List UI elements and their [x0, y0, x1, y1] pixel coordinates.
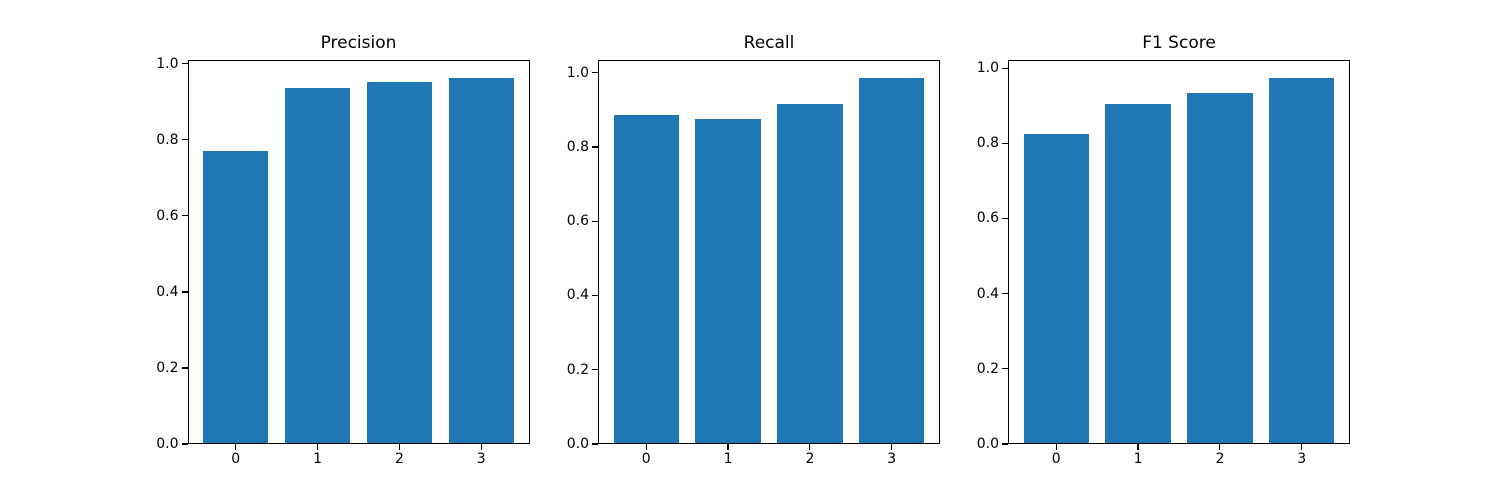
- x-tick-mark: [1137, 444, 1139, 450]
- y-tick-label: 0.0: [566, 436, 589, 452]
- x-tick-label: 1: [1133, 451, 1143, 467]
- y-tick-mark: [181, 139, 188, 141]
- chart-title-f1-score: F1 Score: [1142, 33, 1216, 53]
- y-tick-label: 0.0: [976, 436, 999, 452]
- x-tick-mark: [809, 444, 811, 450]
- chart-f1-score: F1 Score 0.0 0.2 0.4 0.6 0.8 1.0 0 1 2 3: [977, 33, 1350, 466]
- y-tick-mark: [592, 146, 598, 148]
- y-tick-label: 0.4: [976, 285, 999, 302]
- x-tick-mark: [727, 444, 729, 450]
- chart-title-recall: Recall: [743, 33, 795, 53]
- bar-category-2: [1187, 93, 1253, 444]
- x-tick-label: 2: [1215, 451, 1225, 467]
- x-tick-mark: [1055, 444, 1057, 450]
- y-tick-label: 0.2: [976, 360, 999, 377]
- x-tick-mark: [316, 444, 319, 450]
- y-tick-label: 0.4: [156, 283, 179, 300]
- x-tick-mark: [398, 444, 400, 450]
- y-tick-mark: [1002, 368, 1008, 370]
- bar-category-1: [695, 119, 761, 444]
- x-tick-label: 3: [476, 451, 486, 467]
- y-tick-label: 0.6: [976, 210, 999, 227]
- y-tick-label: 0.0: [156, 436, 179, 452]
- bar-category-1: [1105, 103, 1171, 444]
- bar-category-2: [366, 82, 433, 444]
- chart-recall: Recall 0.0 0.2 0.4 0.6 0.8 1.0 0 1 2 3: [567, 33, 940, 466]
- bar-category-3: [859, 78, 925, 444]
- y-tick-label: 1.0: [566, 64, 589, 81]
- y-tick-mark: [1002, 67, 1008, 69]
- x-tick-mark: [480, 444, 482, 450]
- x-tick-mark: [645, 444, 647, 450]
- x-tick-label: 0: [641, 451, 651, 467]
- x-tick-label: 0: [231, 451, 241, 467]
- y-tick-mark: [1002, 443, 1008, 445]
- bar-category-0: [1023, 133, 1089, 444]
- y-tick-mark: [592, 220, 598, 222]
- x-tick-mark: [1301, 444, 1303, 450]
- x-tick-label: 0: [1051, 451, 1061, 467]
- y-tick-label: 0.8: [566, 138, 589, 155]
- bar-category-3: [448, 78, 514, 444]
- bar-category-2: [777, 103, 843, 444]
- chart-title-precision: Precision: [320, 33, 397, 53]
- x-tick-mark: [235, 444, 237, 450]
- y-tick-label: 0.6: [566, 213, 589, 230]
- y-tick-mark: [181, 63, 188, 65]
- bar-category-0: [203, 150, 269, 444]
- x-tick-label: 3: [887, 451, 897, 467]
- y-tick-mark: [181, 443, 188, 445]
- x-tick-mark: [891, 444, 893, 450]
- y-tick-label: 0.2: [156, 359, 179, 376]
- y-tick-label: 0.8: [976, 135, 999, 152]
- x-tick-label: 3: [1297, 451, 1307, 467]
- x-tick-label: 1: [313, 451, 323, 467]
- x-tick-label: 2: [805, 451, 815, 467]
- y-tick-mark: [592, 72, 598, 74]
- bar-category-0: [613, 115, 679, 444]
- chart-precision: Precision 0.0 0.2 0.4 0.6 0.8 1.0 0 1 2 3: [156, 33, 530, 466]
- bar-category-3: [1269, 78, 1335, 444]
- y-tick-label: 1.0: [976, 60, 999, 77]
- y-tick-mark: [592, 443, 598, 445]
- y-tick-mark: [181, 215, 188, 217]
- bar-category-1: [284, 87, 351, 444]
- y-tick-mark: [592, 369, 598, 371]
- y-tick-mark: [1002, 217, 1008, 220]
- x-tick-label: 1: [723, 451, 733, 467]
- y-tick-mark: [1002, 142, 1008, 144]
- y-tick-mark: [181, 291, 188, 293]
- x-tick-mark: [1219, 444, 1221, 450]
- y-tick-label: 0.8: [156, 131, 179, 148]
- y-tick-label: 0.6: [156, 207, 179, 224]
- y-tick-mark: [592, 294, 598, 297]
- y-tick-mark: [181, 367, 188, 369]
- y-tick-mark: [1002, 293, 1008, 295]
- y-tick-label: 1.0: [156, 55, 179, 72]
- x-tick-label: 2: [394, 451, 404, 467]
- y-tick-label: 0.2: [566, 361, 589, 378]
- y-tick-label: 0.4: [566, 287, 589, 304]
